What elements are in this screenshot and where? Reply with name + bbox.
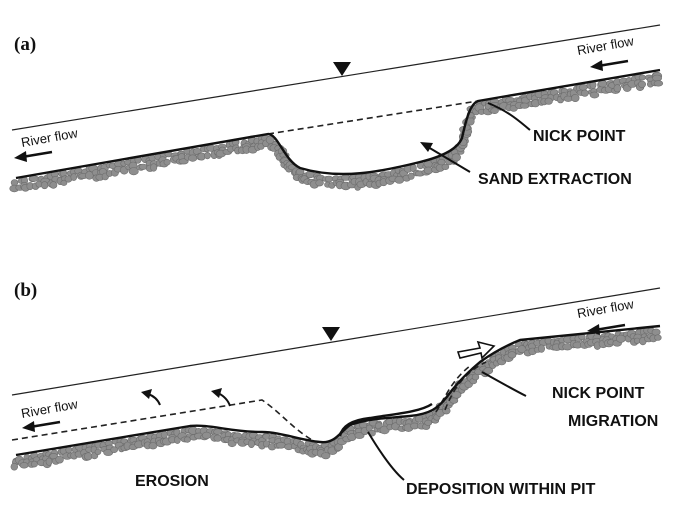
gravel-pebble [247,439,255,448]
panel-b-deposition-layer [338,402,433,437]
panel-b-original-bed-line [11,399,313,441]
gravel-pebble [442,407,451,415]
gravel-pebble [653,80,664,87]
gravel-pebble [324,175,334,183]
gravel-pebble [70,173,78,181]
gravel-pebble [466,117,475,126]
panel-b-nick-point-label-line2: MIGRATION [568,413,658,430]
arrowhead-icon [211,388,222,398]
gravel-pebble [315,179,324,187]
gravel-pebble [160,430,168,439]
panel-a-nick-point-leader [487,102,531,131]
panel-a-gravel-bed [9,71,664,193]
panel-b-bed-profile [15,324,661,457]
gravel-pebble [148,442,158,450]
gravel-pebble [451,391,462,399]
gravel-pebble [613,84,622,93]
gravel-pebble [580,89,589,97]
gravel-pebble [407,172,415,180]
gravel-pebble [490,107,499,114]
gravel-pebble [519,102,530,109]
panel-a-label: (a) [14,34,36,55]
panel-b-deposition-label: DEPOSITION WITHIN PIT [406,481,596,498]
gravel-pebble [451,153,461,162]
gravel-pebble [110,446,118,454]
panel-b-erosion-label: EROSION [135,473,209,490]
panel-a-sand-extraction-label: SAND EXTRACTION [478,171,632,188]
gravel-pebble [203,152,211,160]
gravel-pebble [45,457,53,466]
panel-a-nick-point-label: NICK POINT [533,128,626,145]
gravel-pebble [202,431,212,440]
gravel-pebble [40,181,49,190]
panel-a-flow-left-label: River flow [20,125,79,150]
inverted-triangle-icon [322,327,340,341]
gravel-pebble [571,94,580,103]
panel-b-nick-point-leader [481,371,527,397]
gravel-pebble [652,74,662,82]
gravel-pebble [394,175,405,184]
gravel-pebble [507,351,517,359]
panel-b-nick-point-label-line1: NICK POINT [552,385,645,402]
hollow-arrow-icon [456,340,496,360]
panel-b: (b) River flow River flow [10,280,662,498]
gravel-pebble [637,80,646,88]
gravel-pebble [578,84,588,91]
panel-b-nick-point-dash-2 [444,361,487,411]
gravel-pebble [150,163,158,172]
gravel-pebble [321,452,331,460]
panel-a-sand-extraction-leader [420,142,471,173]
gravel-pebble [31,460,38,468]
gravel-pebble [10,462,18,471]
panel-b-nick-point-dash-1 [435,365,471,413]
panel-b-flow-left-label: River flow [20,396,79,421]
panel-b-label: (b) [14,280,37,301]
gravel-pebble [654,334,662,341]
gravel-pebble [437,159,446,166]
panel-a-bed-profile [15,68,661,180]
panel-b-flow-left-arrow [22,420,61,432]
panel-a-water-surface [11,24,661,131]
gravel-pebble [128,167,139,176]
arrowhead-icon [141,389,152,399]
panel-b-water-surface [11,287,661,396]
gravel-pebble [449,397,459,404]
gravel-pebble [49,181,58,189]
panel-a-flow-left-arrow [14,150,53,162]
gravel-pebble [94,448,102,456]
gravel-pebble [638,74,646,81]
gravel-pebble [19,462,29,469]
panel-a-flow-right-arrow [590,59,629,71]
gravel-pebble [483,367,494,375]
gravel-pebble [163,158,171,166]
inverted-triangle-icon [333,62,351,76]
gravel-pebble [544,97,553,105]
panel-a-original-bed-line [267,100,479,135]
panel-a: (a) River flow River flow NICK POINT SA [9,24,664,193]
gravel-pebble [589,91,600,99]
gravel-pebble [424,419,433,426]
gravel-pebble [537,344,545,353]
panel-b-flow-right-arrow [587,323,626,335]
gravel-pebble [55,455,64,464]
gravel-pebble [188,154,198,162]
gravel-pebble [441,163,450,170]
panel-b-deposition-leader [367,431,405,481]
